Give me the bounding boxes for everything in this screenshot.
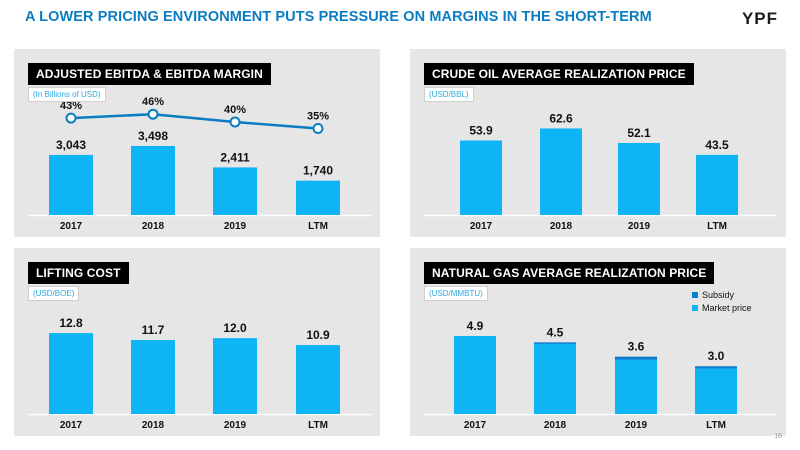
natural-gas-category-label: 2017 <box>464 420 487 431</box>
lifting-cost-value-label: 12.8 <box>59 316 83 330</box>
lifting-cost-category-label: LTM <box>308 420 328 431</box>
crude-oil-value-label: 52.1 <box>627 126 651 140</box>
crude-oil-bar <box>696 154 738 215</box>
ebitda-unit-label: (In Billions of USD) <box>28 87 106 102</box>
crude-oil-category-label: 2019 <box>628 221 651 232</box>
ebitda-margin-point <box>312 123 324 134</box>
ebitda-value-label: 2,411 <box>220 150 250 164</box>
ebitda-chart-title: ADJUSTED EBITDA & EBITDA MARGIN <box>28 63 271 85</box>
natural-gas-bar-subsidy <box>695 366 737 369</box>
ebitda-bar <box>213 167 257 215</box>
ebitda-chart: 3,043 2017 3,498 2018 2,411 2019 1,740 LTM 43% 46… <box>28 96 372 232</box>
crude-oil-value-label: 62.6 <box>549 111 573 125</box>
lifting-cost-bar <box>131 340 175 414</box>
ebitda-category-label: 2017 <box>60 221 83 232</box>
natural-gas-value-label: 3.0 <box>708 349 725 363</box>
natural-gas-value-label: 4.5 <box>547 325 564 339</box>
ebitda-value-label: 3,043 <box>56 138 86 152</box>
crude-oil-category-label: 2018 <box>550 221 573 232</box>
lifting-cost-bar <box>213 338 257 414</box>
natural-gas-chart-title: NATURAL GAS AVERAGE REALIZATION PRICE <box>424 262 715 284</box>
lifting-cost-value-label: 12.0 <box>223 321 247 335</box>
natural-gas-bar-market-price <box>454 335 496 414</box>
natural-gas-legend-label: Market price <box>702 303 752 313</box>
ebitda-margin-label: 40% <box>224 104 246 116</box>
lifting-cost-chart-title: LIFTING COST <box>28 262 129 284</box>
crude-oil-panel: 53.9 2017 62.6 2018 52.1 2019 43.5 LTM CRUDE OI… <box>410 49 786 237</box>
ebitda-margin-label: 35% <box>307 111 329 123</box>
natural-gas-panel: 4.9 2017 4.5 2018 3.6 2019 3.0 LTM Subsidy Market… <box>410 248 786 436</box>
company-logo: YPF <box>741 9 778 28</box>
page-title: A LOWER PRICING ENVIRONMENT PUTS PRESSUR… <box>25 9 652 25</box>
lifting-cost-category-label: 2017 <box>60 420 83 431</box>
crude-oil-bar <box>540 128 582 215</box>
natural-gas-category-label: LTM <box>706 420 726 431</box>
ebitda-category-label: 2018 <box>142 221 165 232</box>
crude-oil-chart-title: CRUDE OIL AVERAGE REALIZATION PRICE <box>424 63 694 85</box>
natural-gas-bar-market-price <box>615 359 657 414</box>
ebitda-bar <box>296 180 340 215</box>
lifting-cost-bar <box>49 333 93 414</box>
ebitda-margin-label: 43% <box>60 100 82 112</box>
ebitda-bar <box>131 145 175 215</box>
natural-gas-chart: 4.9 2017 4.5 2018 3.6 2019 3.0 LTM Subsidy Market… <box>424 290 776 431</box>
natural-gas-legend-swatch <box>692 305 698 311</box>
lifting-cost-category-label: 2019 <box>224 420 247 431</box>
crude-oil-bar <box>460 140 502 215</box>
lifting-cost-unit-label: (USD/BOE) <box>28 286 80 301</box>
ebitda-category-label: LTM <box>308 221 328 232</box>
natural-gas-legend-label: Subsidy <box>702 290 735 300</box>
natural-gas-value-label: 3.6 <box>628 340 645 354</box>
lifting-cost-panel: 12.8 2017 11.7 2018 12.0 2019 10.9 LTM LIFTING … <box>14 248 380 436</box>
crude-oil-unit-label: (USD/BBL) <box>424 87 474 102</box>
lifting-cost-value-label: 11.7 <box>142 323 165 337</box>
ebitda-bar <box>49 154 93 215</box>
crude-oil-value-label: 43.5 <box>705 138 729 152</box>
crude-oil-value-label: 53.9 <box>469 123 493 137</box>
lifting-cost-chart: 12.8 2017 11.7 2018 12.0 2019 10.9 LTM <box>28 316 372 431</box>
ebitda-value-label: 1,740 <box>303 164 333 178</box>
crude-oil-chart: 53.9 2017 62.6 2018 52.1 2019 43.5 LTM <box>424 111 776 232</box>
ebitda-margin-line <box>70 112 319 130</box>
crude-oil-bar <box>618 142 660 215</box>
natural-gas-value-label: 4.9 <box>467 319 484 333</box>
natural-gas-bar-market-price <box>695 368 737 414</box>
ebitda-margin-point <box>229 116 241 128</box>
ebitda-margin-point <box>65 112 77 124</box>
page-number: 16 <box>774 433 782 440</box>
natural-gas-bar-subsidy <box>534 342 576 344</box>
natural-gas-category-label: 2019 <box>625 420 648 431</box>
crude-oil-category-label: LTM <box>707 221 727 232</box>
lifting-cost-category-label: 2018 <box>142 420 165 431</box>
ebitda-margin-point <box>147 108 159 120</box>
ebitda-value-label: 3,498 <box>138 129 168 143</box>
natural-gas-legend-swatch <box>692 292 698 298</box>
ebitda-panel: 3,043 2017 3,498 2018 2,411 2019 1,740 LTM 43% 46… <box>14 49 380 237</box>
natural-gas-unit-label: (USD/MMBTU) <box>424 286 488 301</box>
lifting-cost-value-label: 10.9 <box>306 328 330 342</box>
ebitda-margin-label: 46% <box>142 96 164 108</box>
natural-gas-bar-market-price <box>534 343 576 414</box>
crude-oil-category-label: 2017 <box>470 221 493 232</box>
lifting-cost-bar <box>296 345 340 414</box>
natural-gas-category-label: 2018 <box>544 420 567 431</box>
ebitda-category-label: 2019 <box>224 221 247 232</box>
natural-gas-bar-subsidy <box>615 356 657 360</box>
